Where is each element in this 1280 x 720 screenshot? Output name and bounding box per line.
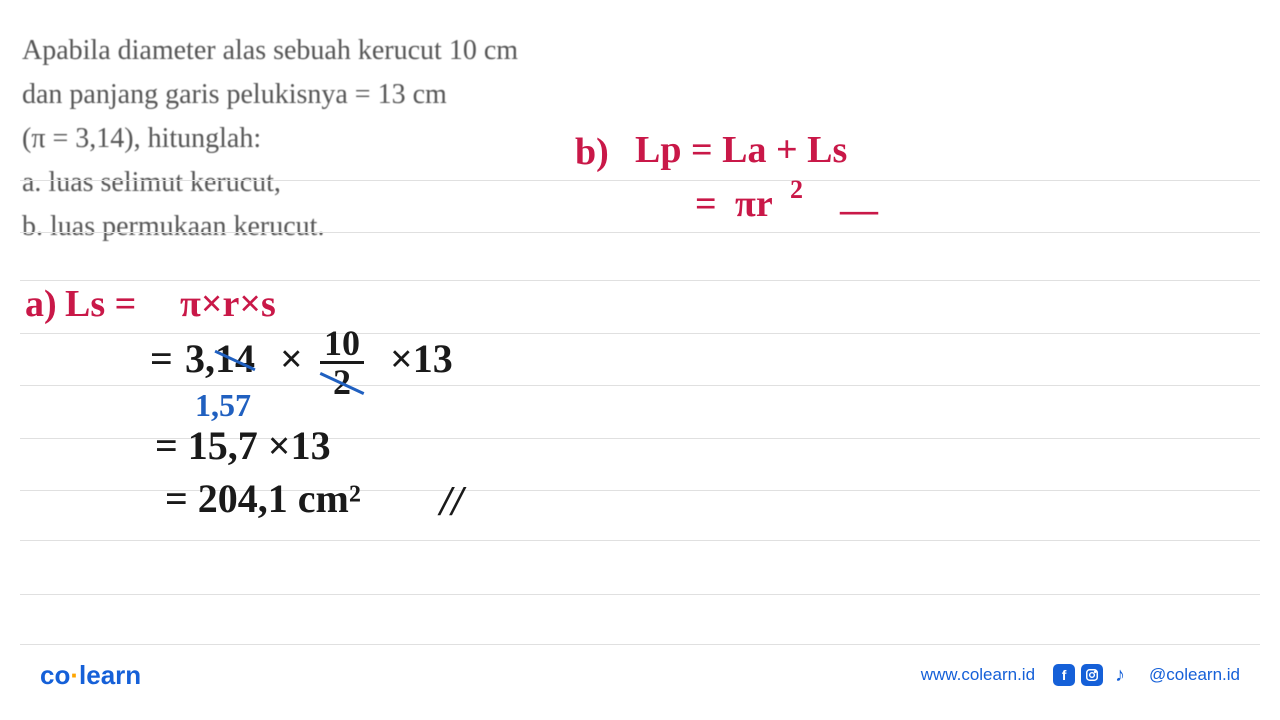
brand-logo: co·learn	[40, 660, 141, 691]
part-b-label: b)	[575, 130, 609, 174]
ruled-line	[20, 232, 1260, 233]
notebook-lines	[0, 180, 1280, 640]
website-url: www.colearn.id	[921, 665, 1035, 685]
ruled-line	[20, 644, 1260, 645]
ruled-line	[20, 180, 1260, 181]
question-line2: dan panjang garis pelukisnya = 13 cm	[22, 74, 518, 116]
tiktok-icon: ♪	[1109, 664, 1131, 686]
question-line3: (π = 3,14), hitunglah:	[22, 118, 518, 160]
ruled-line	[20, 438, 1260, 439]
question-line1: Apabila diameter alas sebuah kerucut 10 …	[22, 30, 518, 72]
ruled-line	[20, 540, 1260, 541]
logo-dot: ·	[70, 660, 79, 690]
social-handle: @colearn.id	[1149, 665, 1240, 685]
footer-right: www.colearn.id f ♪ @colearn.id	[921, 664, 1240, 686]
ruled-line	[20, 594, 1260, 595]
logo-co: co	[40, 660, 70, 690]
ruled-line	[20, 490, 1260, 491]
ruled-line	[20, 280, 1260, 281]
logo-learn: learn	[79, 660, 141, 690]
instagram-icon	[1081, 664, 1103, 686]
facebook-icon: f	[1053, 664, 1075, 686]
footer: co·learn www.colearn.id f ♪ @colearn.id	[0, 655, 1280, 695]
ruled-line	[20, 333, 1260, 334]
part-b-formula: Lp = La + Ls	[635, 128, 847, 172]
social-icons: f ♪	[1053, 664, 1131, 686]
ruled-line	[20, 385, 1260, 386]
